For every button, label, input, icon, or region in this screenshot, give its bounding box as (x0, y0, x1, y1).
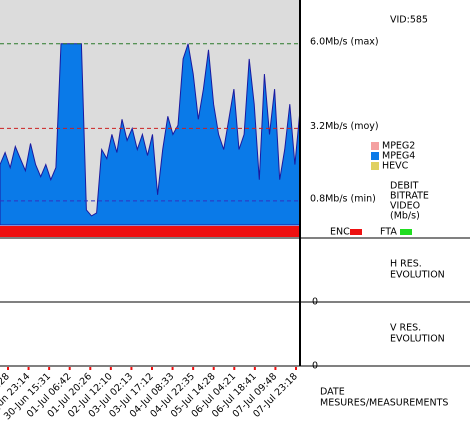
x-tick (295, 367, 297, 370)
x-tick (89, 367, 92, 370)
status-swatch (400, 229, 412, 235)
x-axis-title: DATE (320, 387, 345, 398)
x-tick (7, 367, 9, 370)
legend-swatch (371, 162, 379, 170)
x-tick (109, 367, 112, 370)
x-tick (212, 367, 215, 370)
x-tick (192, 367, 195, 370)
x-tick (151, 367, 153, 370)
y-axis-title: BITRATE (390, 191, 429, 202)
id-label: VID:585 (390, 15, 428, 26)
y-axis-title: VIDEO (390, 201, 420, 212)
legend-label: HEVC (382, 161, 409, 172)
res-title: V RES. (390, 323, 421, 334)
status-bar (0, 226, 300, 237)
x-tick (130, 367, 133, 370)
res-tick-label: 0 (312, 361, 318, 372)
x-tick (274, 367, 277, 370)
reference-label: 3.2Mb/s (moy) (310, 121, 379, 132)
x-tick (233, 367, 236, 370)
legend-swatch (371, 152, 379, 160)
res-title: H RES. (390, 259, 422, 270)
x-tick (171, 367, 174, 370)
x-tick (48, 367, 51, 370)
y-axis-title: DEBIT (390, 181, 419, 192)
res-title: EVOLUTION (390, 270, 445, 281)
legend-label: MPEG4 (382, 151, 415, 162)
res-title: EVOLUTION (390, 334, 445, 345)
reference-label: 0.8Mb/s (min) (310, 193, 376, 204)
x-tick (253, 367, 256, 370)
reference-label: 6.0Mb/s (max) (310, 36, 379, 47)
status-label: FTA (380, 227, 397, 238)
x-tick (68, 367, 71, 370)
x-axis-title: MESURES/MEASUREMENTS (320, 398, 448, 409)
status-label: ENC (330, 227, 350, 238)
status-swatch (350, 229, 362, 235)
x-tick (27, 367, 30, 370)
legend-swatch (371, 142, 379, 150)
legend-label: MPEG2 (382, 141, 415, 152)
y-axis-title: (Mb/s) (390, 211, 420, 222)
res-tick-label: 0 (312, 297, 318, 308)
bitrate-area (0, 43, 301, 226)
